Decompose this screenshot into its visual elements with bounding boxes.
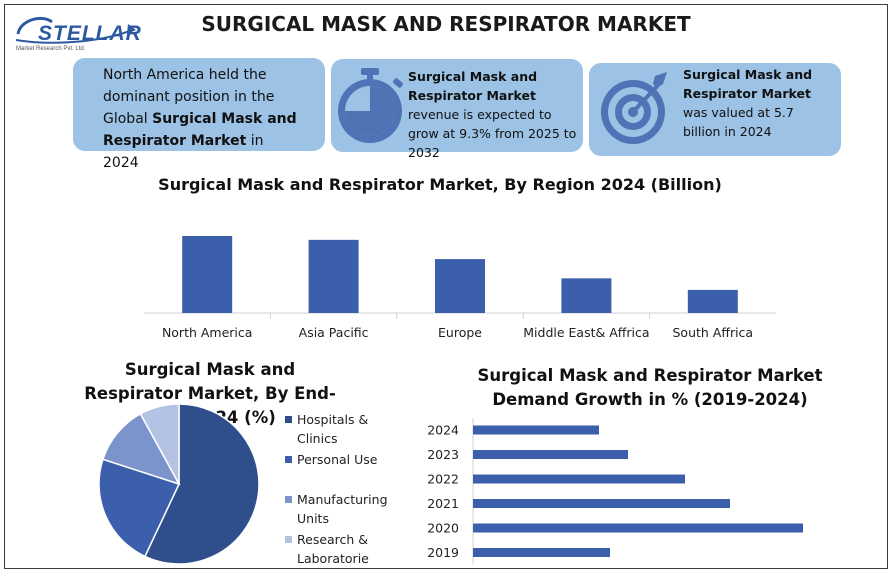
stellar-logo: STELLAR Market Research Pvt. Ltd. <box>12 12 141 52</box>
legend-item: Hospitals & Clinics <box>285 410 397 448</box>
infographic-frame <box>4 4 888 569</box>
legend-label: Personal Use <box>297 452 378 467</box>
info-card-region-text: North America held the dominant position… <box>103 64 303 174</box>
info-card-region: North America held the dominant position… <box>73 58 325 171</box>
page-title: SURGICAL MASK AND RESPIRATOR MARKET <box>201 12 691 36</box>
stopwatch-icon <box>338 68 403 143</box>
legend-item: Manufacturing Units <box>285 490 397 528</box>
logo-swoosh-icon <box>15 17 136 44</box>
card-text-bold: Surgical Mask and Respirator Market <box>683 67 813 101</box>
region-chart-title: Surgical Mask and Respirator Market, By … <box>158 175 722 194</box>
target-icon <box>601 72 667 144</box>
legend-swatch <box>285 496 292 503</box>
legend-item: Personal Use <box>285 450 397 469</box>
info-card-valuation-text: Surgical Mask and Respirator Market was … <box>683 65 835 141</box>
legend-item: Research & Laboratorie <box>285 530 397 568</box>
logo-tagline: Market Research Pvt. Ltd. <box>16 46 86 52</box>
info-card-valuation: Surgical Mask and Respirator Market was … <box>589 63 841 156</box>
legend-swatch <box>285 456 292 463</box>
card-text-post: was valued at 5.7 billion in 2024 <box>683 105 794 139</box>
card-text-pre: North America held the dominant position… <box>103 67 275 127</box>
legend-swatch <box>285 416 292 423</box>
card-text-post: revenue is expected to grow at 9.3% from… <box>408 107 577 160</box>
legend-label: Hospitals & Clinics <box>297 412 369 446</box>
logo-wordmark: STELLAR <box>38 22 142 45</box>
card-text-bold: Surgical Mask and Respirator Market <box>408 69 538 103</box>
growth-chart-title: Surgical Mask and Respirator Market Dema… <box>477 366 823 409</box>
legend-label: Manufacturing Units <box>297 492 388 526</box>
legend-label: Research & Laboratorie <box>297 532 369 566</box>
card-text-bold: Surgical Mask and Respirator Market <box>103 111 297 149</box>
legend-swatch <box>285 536 292 543</box>
info-card-growth: Surgical Mask and Respirator Market reve… <box>331 59 583 160</box>
card-text-post: in 2024 <box>103 133 264 171</box>
info-card-growth-text: Surgical Mask and Respirator Market reve… <box>408 67 582 162</box>
